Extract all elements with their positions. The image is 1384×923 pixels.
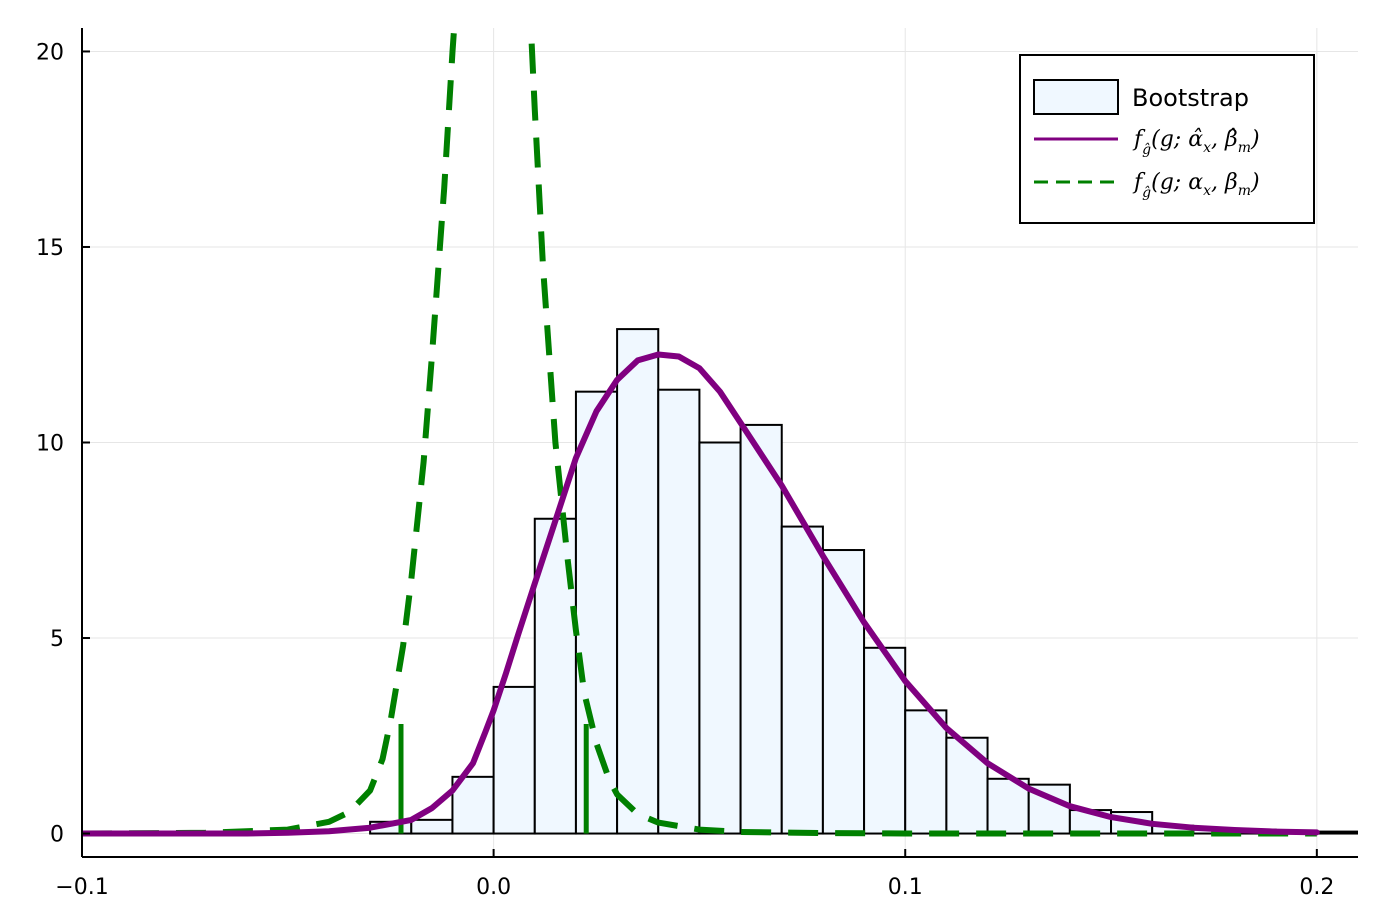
histogram-bars	[369, 328, 1358, 835]
y-tick-label-2: 10	[36, 432, 64, 457]
estimated-density-line	[82, 351, 1320, 837]
histogram-bar-15	[986, 777, 1030, 835]
histogram-bar-23	[1315, 830, 1358, 835]
legend-bootstrap-label: Bootstrap	[1132, 84, 1249, 112]
legend-true-label: fĝ(g; αx, βm)	[1132, 170, 1260, 201]
x-tick-label-3: 0.2	[1299, 875, 1334, 900]
histogram-bar-2	[451, 775, 495, 835]
histogram-bar-13	[904, 709, 948, 835]
histogram-bar-12	[863, 646, 907, 835]
y-tick-labels: 0 5 10 15 20	[36, 40, 90, 848]
y-tick-label-1: 5	[50, 627, 64, 652]
histogram-bar-10	[780, 525, 824, 835]
histogram-bar-14	[945, 736, 989, 835]
density-lines	[82, 28, 1320, 837]
legend: Bootstrap fĝ(g; α̂x, β̂m) fĝ(g; αx, βm)	[1019, 54, 1315, 224]
legend-estimated-label: fĝ(g; α̂x, β̂m)	[1132, 127, 1260, 158]
y-tick-label-0: 0	[50, 823, 64, 848]
x-tick-label-0: −0.1	[55, 875, 108, 900]
legend-bootstrap-swatch	[1033, 79, 1119, 115]
histogram-bar-5	[574, 390, 619, 835]
x-tick-labels: −0.1 0.0 0.1 0.2	[55, 849, 1334, 900]
histogram-bar-7	[657, 388, 701, 835]
histogram-bar-3	[492, 685, 536, 835]
histogram-bar-8	[698, 441, 742, 835]
x-tick-label-1: 0.0	[476, 875, 511, 900]
histogram-bar-9	[739, 423, 783, 835]
true-density-segment-0	[82, 28, 458, 837]
y-tick-label-4: 20	[36, 40, 64, 65]
histogram-bar-1	[410, 818, 454, 835]
y-tick-label-3: 15	[36, 236, 64, 261]
histogram-bar-6	[616, 328, 660, 835]
x-tick-label-2: 0.1	[888, 875, 923, 900]
